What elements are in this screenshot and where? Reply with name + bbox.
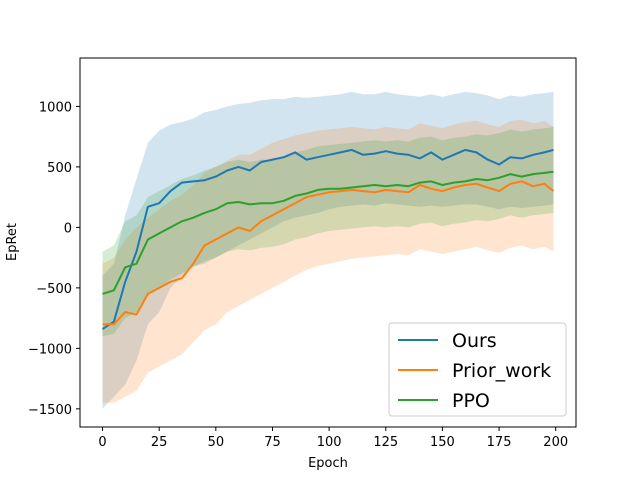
legend-box	[388, 322, 567, 417]
band-0	[102, 91, 554, 409]
x-axis-label: Epoch	[308, 456, 348, 471]
legend-label-1: Prior_work	[452, 360, 551, 382]
x-tick-label: 175	[487, 435, 512, 450]
legend-label-0: Ours	[452, 330, 497, 352]
y-tick-label: −500	[36, 282, 72, 297]
x-tick-label: 150	[430, 435, 455, 450]
series-line-0	[101, 148, 554, 330]
y-tick-label: 1000	[39, 100, 72, 115]
series-line-2	[102, 170, 554, 295]
legend: Ours Prior_work PPO	[388, 322, 567, 417]
x-tick-label: 25	[151, 435, 168, 450]
y-axis-label: EpRet	[5, 223, 20, 261]
y-tick-label: −1500	[28, 403, 72, 418]
legend-label-2: PPO	[452, 390, 490, 412]
band-2	[102, 127, 554, 337]
x-tick-label: 200	[543, 435, 568, 450]
x-tick-label: 125	[373, 435, 398, 450]
x-tick-label: 100	[317, 435, 342, 450]
x-axis-ticks: 0 25 50 75 100 125 150 175 200	[98, 427, 568, 450]
x-tick-label: 0	[98, 435, 106, 450]
x-tick-label: 75	[264, 435, 281, 450]
y-tick-label: 0	[64, 221, 72, 236]
plot-frame	[79, 57, 577, 428]
y-axis-ticks: −1500 −1000 −500 0 500 1000	[28, 100, 80, 418]
series-line-1	[102, 180, 555, 326]
y-tick-label: 500	[47, 161, 72, 176]
y-tick-label: −1000	[28, 342, 72, 357]
x-tick-label: 50	[208, 435, 225, 450]
series-lines	[101, 148, 555, 330]
